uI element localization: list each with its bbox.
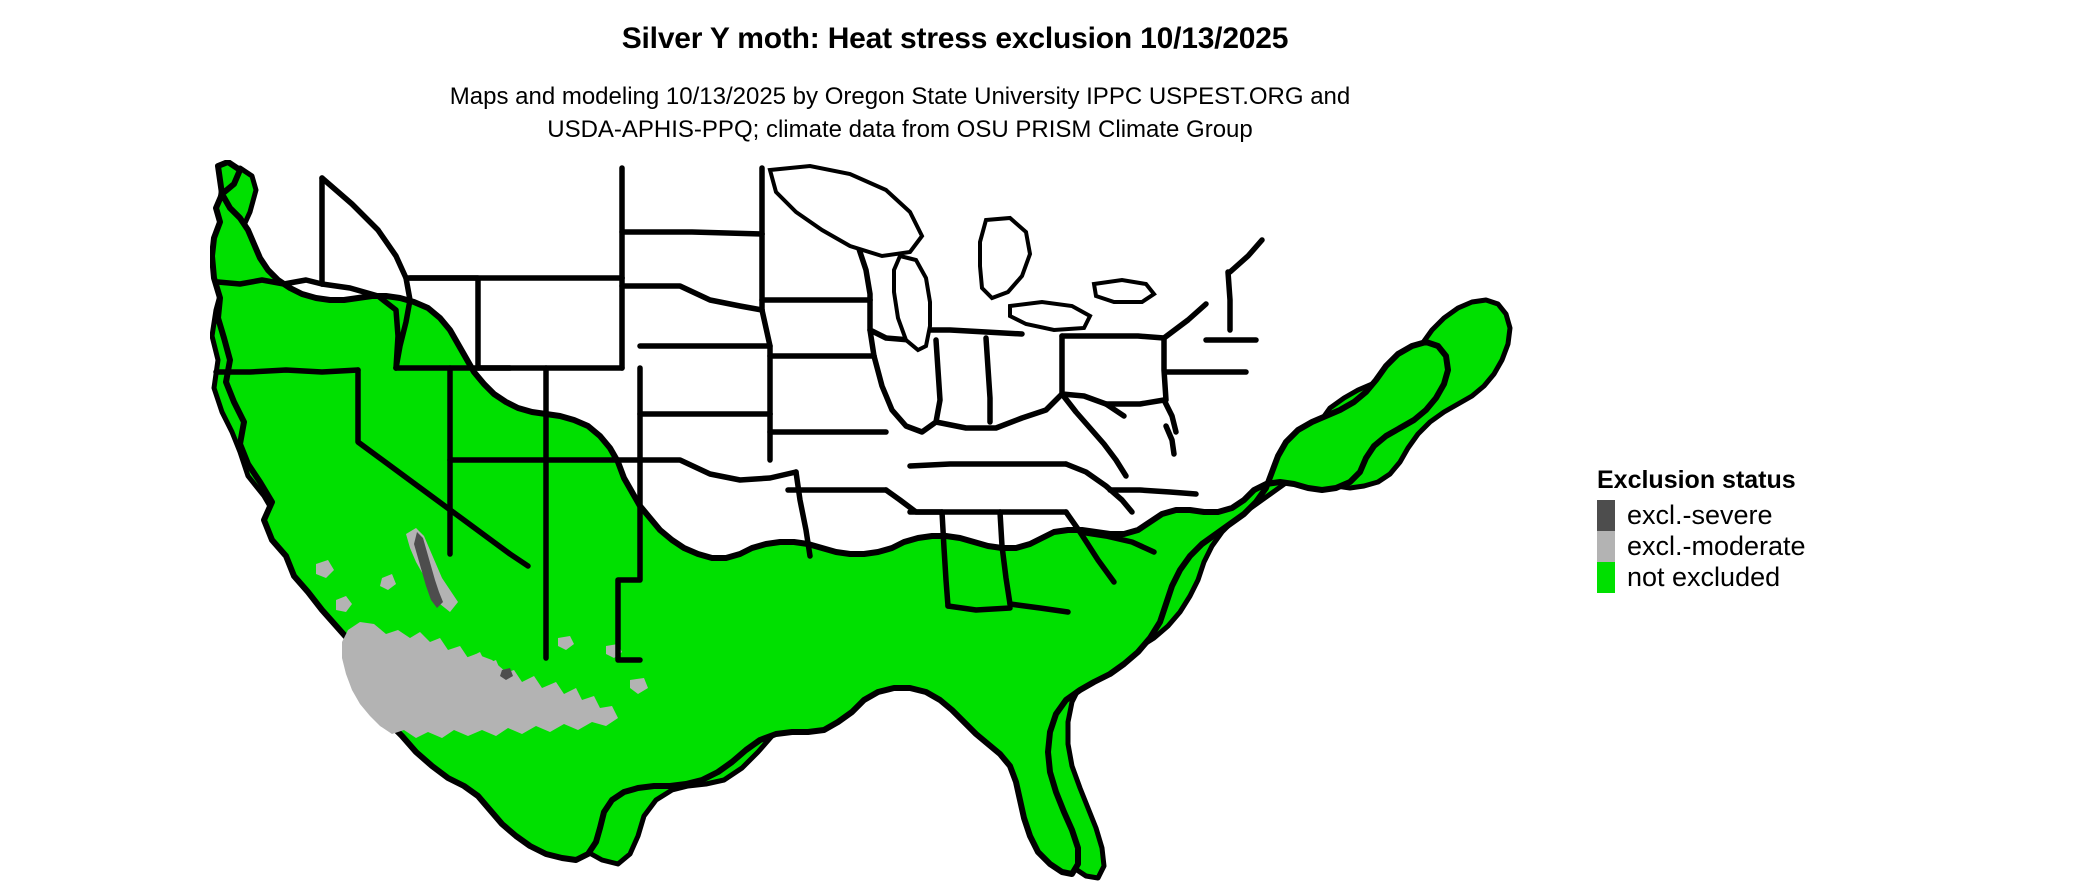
border-pa-md (1103, 397, 1167, 407)
border-ky-tn (907, 461, 1069, 469)
legend-item-not-excluded[interactable]: not excluded (1597, 562, 1806, 593)
border-sd-ne (619, 283, 765, 313)
legend-item-excl-moderate[interactable]: excl.-moderate (1597, 531, 1806, 562)
subtitle-block: Maps and modeling 10/13/2025 by Oregon S… (0, 80, 1800, 146)
title-block: Silver Y moth: Heat stress exclusion 10/… (0, 22, 1910, 56)
region-excl-severe-death-valley (414, 532, 443, 608)
border-ne-ia-mo (759, 307, 773, 417)
border-ca-nv (355, 367, 531, 569)
border-oh-ky (933, 391, 1065, 431)
page-title: Silver Y moth: Heat stress exclusion 10/… (621, 22, 1289, 55)
legend-label-excl-moderate: excl.-moderate (1627, 531, 1806, 561)
legend-item-excl-severe[interactable]: excl.-severe (1597, 500, 1806, 531)
border-or-ca (213, 367, 361, 375)
legend-title: Exclusion status (1597, 466, 1796, 494)
lake-huron (978, 215, 1033, 301)
legend-label-excl-severe: excl.-severe (1627, 500, 1773, 530)
border-or-id (319, 281, 401, 371)
lake-erie (1008, 299, 1093, 333)
lake-michigan (892, 253, 932, 353)
border-nh-me (1227, 237, 1265, 275)
legend-swatch-excl-moderate (1597, 531, 1615, 562)
border-ny-ma-ct (1161, 335, 1169, 403)
region-excl-moderate-imperial (460, 654, 516, 700)
border-ok-tx (637, 457, 799, 483)
border-la-ms (883, 487, 945, 515)
legend-label-not-excluded: not excluded (1627, 562, 1781, 592)
border-tx-la (793, 469, 813, 559)
region-excl-severe-group (414, 532, 513, 680)
border-va-wv (1059, 391, 1129, 479)
border-ny-vt (1161, 301, 1209, 341)
lake-ontario (1091, 277, 1157, 304)
border-tn-nc (1063, 461, 1135, 515)
region-excl-severe-spot-1 (500, 668, 513, 680)
map-svg (210, 160, 1513, 881)
border-wa-or (215, 277, 325, 287)
map-layer-great-lakes (767, 163, 1157, 353)
border-in-oh (983, 335, 993, 425)
border-nd-sd (619, 229, 765, 237)
subtitle-line-1: Maps and modeling 10/13/2025 by Oregon S… (449, 83, 1351, 110)
border-nm-tx (615, 457, 643, 663)
border-ga-fl (1007, 601, 1071, 615)
region-excl-moderate-spot-1 (336, 596, 352, 612)
subtitle-line-2: USDA-APHIS-PPQ; climate data from OSU PR… (547, 116, 1253, 143)
us-choropleth-map (210, 160, 1550, 890)
border-wi-ia (867, 297, 913, 343)
border-il-mo (871, 353, 939, 435)
region-conus-outline (210, 160, 1451, 877)
border-de-md (1163, 423, 1177, 457)
legend: Exclusion status excl.-severe excl.-mode… (1597, 465, 1806, 593)
border-fl-panhandle (945, 603, 1013, 613)
border-sc-ga (1063, 509, 1117, 585)
border-ms-al (939, 509, 951, 609)
map-layer-states (210, 160, 1513, 881)
legend-swatch-not-excluded (1597, 562, 1615, 593)
conus-detailed (210, 160, 1451, 877)
legend-swatch-excl-severe (1597, 500, 1615, 531)
border-nj-ny (1161, 397, 1179, 435)
lake-superior (767, 163, 925, 259)
legend-items: excl.-severe excl.-moderate not excluded (1597, 500, 1806, 593)
border-nc-sc (1077, 529, 1157, 555)
border-al-ga (997, 509, 1013, 607)
border-wv-md (1059, 391, 1127, 419)
region-excl-moderate-spot-3 (558, 636, 574, 650)
border-vt-nh (1225, 269, 1233, 333)
region-excl-moderate-spot-6 (380, 574, 396, 590)
border-ia-il (867, 327, 877, 359)
border-pa-ny (1059, 333, 1167, 341)
border-il-in (933, 337, 943, 425)
region-excl-moderate-spot-5 (630, 678, 648, 694)
region-excl-moderate-spot-2 (316, 560, 334, 578)
border-nc-va (1107, 487, 1199, 497)
